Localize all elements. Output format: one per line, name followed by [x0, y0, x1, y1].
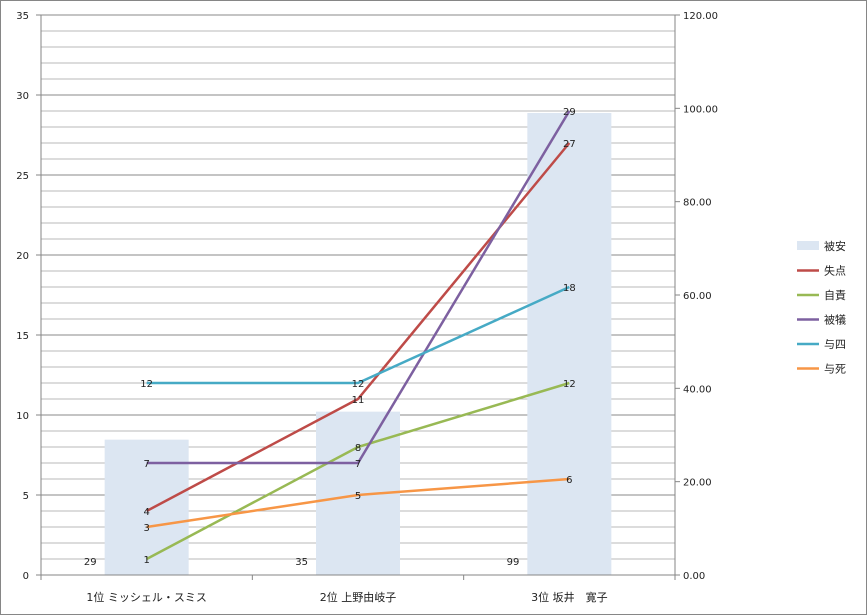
line-被犠 — [146, 110, 571, 465]
y-right-tick-label: 80.00 — [683, 198, 712, 209]
bar-被安 — [527, 113, 612, 575]
point-label-失点: 4 — [143, 507, 149, 518]
line-与四 — [146, 285, 570, 385]
point-label-失点: 27 — [563, 139, 576, 150]
x-category-label: 1位 ミッシェル・スミス — [86, 590, 207, 604]
bar-data-label: 29 — [84, 557, 97, 568]
legend-label: 自責 — [824, 288, 846, 302]
point-label-被犠: 29 — [563, 107, 576, 118]
legend-label: 与四 — [824, 338, 846, 351]
point-label-被犠: 7 — [355, 459, 361, 470]
y-right-tick-label: 40.00 — [683, 384, 712, 395]
x-category-label: 2位 上野由岐子 — [320, 590, 397, 604]
point-label-被犠: 7 — [143, 459, 149, 470]
legend-swatch-被安 — [797, 241, 819, 250]
line-与死 — [146, 477, 570, 529]
y-left-tick-label: 10 — [16, 411, 29, 422]
bar-data-label: 35 — [295, 557, 308, 568]
y-left-tick-label: 30 — [16, 91, 29, 102]
point-label-与死: 3 — [143, 523, 149, 534]
y-right-tick-label: 100.00 — [683, 104, 718, 115]
point-label-自責: 12 — [563, 379, 576, 390]
point-label-与四: 12 — [140, 379, 153, 390]
line-自責 — [146, 381, 570, 561]
y-right-tick-label: 60.00 — [683, 291, 712, 302]
y-left-tick-label: 0 — [23, 571, 29, 582]
point-label-与死: 6 — [566, 475, 572, 486]
x-category-label: 3位 坂井 寛子 — [531, 590, 608, 604]
y-left-tick-label: 35 — [16, 11, 29, 22]
y-left-tick-label: 5 — [23, 491, 29, 502]
point-label-自責: 8 — [355, 443, 361, 454]
point-label-与四: 18 — [563, 283, 576, 294]
y-right-tick-label: 0.00 — [683, 571, 705, 582]
y-left-tick-label: 15 — [16, 331, 29, 342]
point-label-失点: 11 — [352, 395, 365, 406]
bar-data-label: 99 — [507, 557, 520, 568]
legend-label: 被安 — [824, 239, 846, 253]
y-right-tick-label: 120.00 — [683, 11, 718, 22]
legend-label: 失点 — [824, 265, 846, 278]
point-label-自責: 1 — [143, 555, 149, 566]
legend-label: 与死 — [824, 363, 846, 376]
point-label-与四: 12 — [352, 379, 365, 390]
y-left-tick-label: 25 — [16, 171, 29, 182]
y-left-tick-label: 20 — [16, 251, 29, 262]
y-right-tick-label: 20.00 — [683, 478, 712, 489]
legend-label: 被犠 — [824, 313, 846, 327]
point-label-与死: 5 — [355, 491, 361, 502]
